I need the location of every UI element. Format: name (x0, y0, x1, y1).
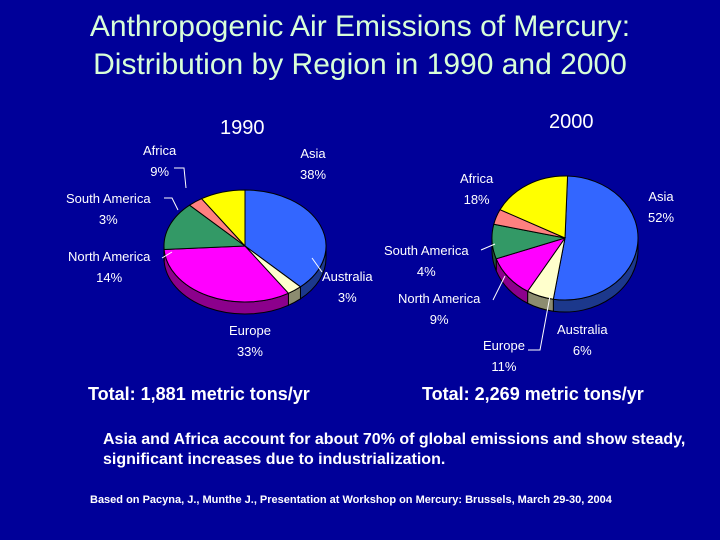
label-north-america-2000: North America 9% (398, 291, 481, 327)
source-citation: Based on Pacyna, J., Munthe J., Presenta… (90, 494, 612, 506)
pie-slice-asia (244, 189, 327, 288)
leader-lines (161, 167, 551, 351)
year-2000-label: 2000 (549, 111, 594, 133)
pie-chart-2000 (491, 175, 639, 313)
title-line-2: Distribution by Region in 1990 and 2000 (93, 48, 627, 81)
leader-south-america-1990 (164, 197, 179, 211)
pie-slice-africa (200, 189, 246, 248)
leader-europe-2000 (528, 295, 551, 351)
leader-australia-1990 (311, 257, 323, 273)
total-2000: Total: 2,269 metric tons/yr (422, 384, 644, 404)
leader-north-america-1990 (161, 251, 173, 259)
pie-slice-africa (499, 175, 569, 239)
label-north-america-1990: North America 14% (68, 249, 151, 285)
leader-north-america-2000 (492, 275, 506, 301)
slide-title: Anthropogenic Air Emissions of Mercury: … (0, 8, 720, 84)
label-asia-2000: Asia 52% (648, 189, 675, 225)
label-south-america-2000: South America 4% (384, 243, 469, 279)
label-south-america-1990: South America 3% (66, 191, 151, 227)
year-1990-label: 1990 (220, 117, 265, 139)
leader-south-america-2000 (480, 243, 496, 251)
pie-chart-1990 (163, 189, 327, 315)
summary-note: Asia and Africa account for about 70% of… (103, 431, 686, 468)
leader-africa-1990 (174, 167, 187, 189)
label-africa-2000: Africa 18% (460, 171, 494, 207)
pie-slice-europe (163, 245, 290, 303)
label-europe-2000: Europe 11% (483, 338, 525, 374)
label-australia-2000: Australia 6% (557, 322, 608, 358)
total-1990: Total: 1,881 metric tons/yr (88, 384, 310, 404)
label-europe-1990: Europe 33% (229, 323, 271, 359)
pie-slice-asia (552, 175, 639, 301)
label-asia-1990: Asia 38% (300, 146, 327, 182)
pie-slice-north-america (163, 204, 247, 251)
label-africa-1990: Africa 9% (143, 143, 177, 179)
title-line-1: Anthropogenic Air Emissions of Mercury: (89, 10, 631, 43)
label-australia-1990: Australia 3% (322, 269, 373, 305)
